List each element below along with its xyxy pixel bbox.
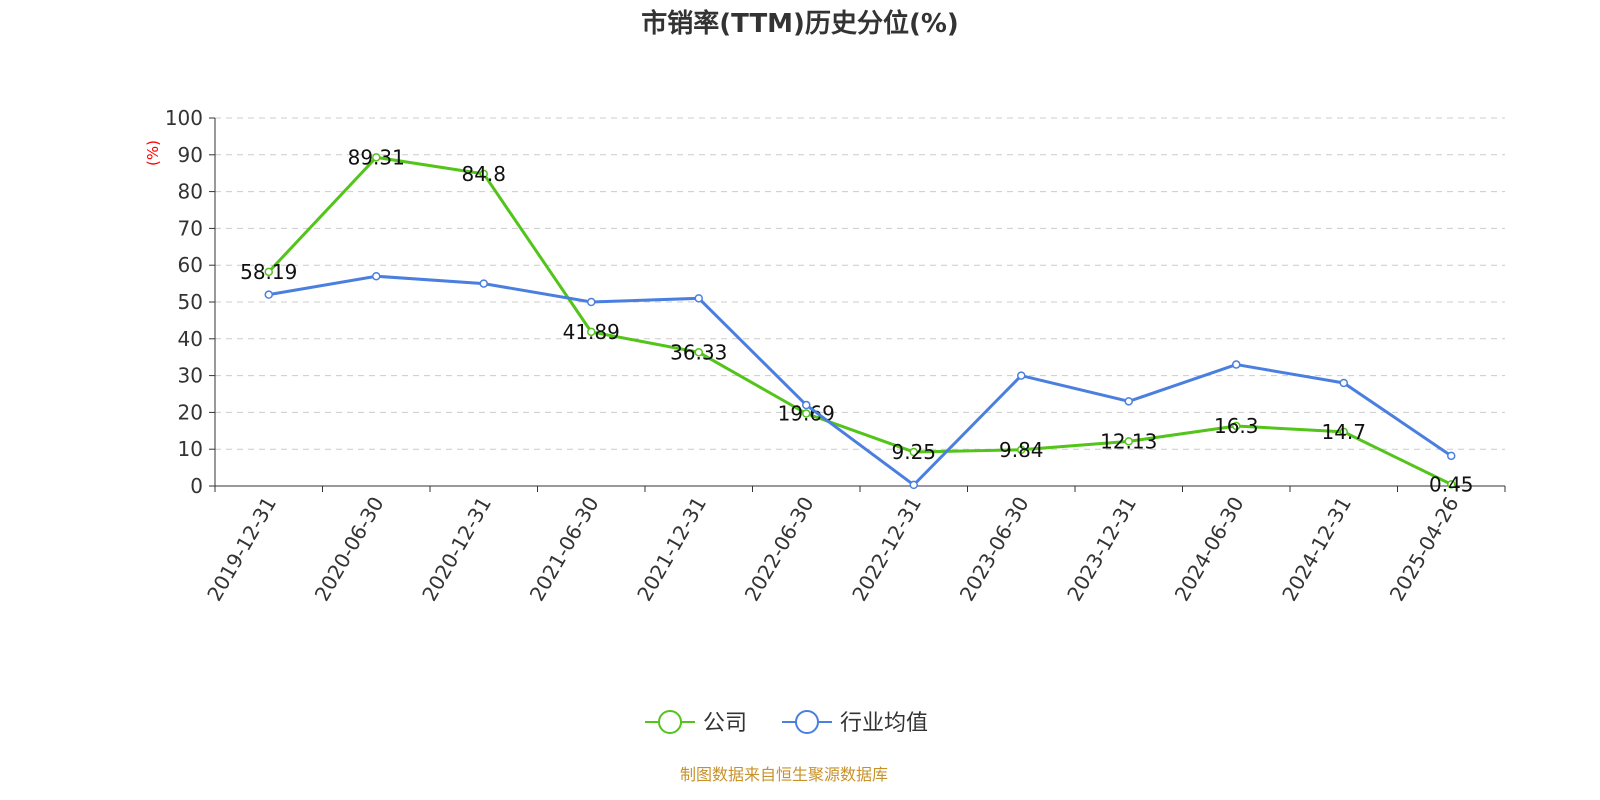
- data-point[interactable]: [587, 297, 596, 307]
- y-tick-label: 100: [165, 106, 203, 130]
- chart-title: 市销率(TTM)历史分位(%): [641, 8, 959, 39]
- data-label: 89.31: [348, 145, 405, 169]
- data-point[interactable]: [909, 480, 918, 490]
- data-point[interactable]: [1339, 378, 1348, 388]
- y-tick-label: 80: [178, 180, 203, 204]
- y-tick-label: 60: [178, 253, 203, 277]
- data-point[interactable]: [1232, 360, 1241, 369]
- y-tick-label: 10: [178, 437, 203, 461]
- data-label: 9.84: [999, 438, 1044, 462]
- data-point[interactable]: [264, 267, 273, 277]
- data-point[interactable]: [802, 409, 811, 418]
- legend-circle-icon: [658, 710, 682, 734]
- data-point[interactable]: [909, 447, 918, 457]
- legend-item-1[interactable]: 行业均值: [782, 710, 928, 736]
- data-point[interactable]: [802, 400, 811, 410]
- data-point[interactable]: [372, 271, 381, 281]
- legend-label: 行业均值: [840, 711, 928, 736]
- legend-label: 公司: [703, 711, 747, 736]
- data-label: 36.33: [670, 340, 727, 364]
- data-point[interactable]: [264, 290, 273, 299]
- series-1: [264, 271, 1456, 490]
- x-tick-label: 2023-12-31: [1062, 493, 1141, 606]
- data-point[interactable]: [479, 279, 488, 288]
- y-tick-label: 90: [178, 143, 203, 167]
- data-label: 9.25: [891, 440, 936, 464]
- data-point[interactable]: [694, 348, 703, 357]
- x-tick-label: 2020-12-31: [417, 493, 496, 606]
- data-point[interactable]: [1232, 421, 1241, 431]
- data-label: 0.45: [1429, 472, 1474, 496]
- data-point[interactable]: [1124, 437, 1133, 446]
- data-label: 41.89: [563, 320, 620, 344]
- series-line: [267, 155, 1452, 486]
- x-tick-label: 2022-12-31: [847, 493, 926, 606]
- data-point[interactable]: [694, 294, 703, 303]
- data-point[interactable]: [479, 169, 488, 179]
- data-point[interactable]: [1017, 371, 1026, 380]
- data-point[interactable]: [372, 153, 381, 162]
- data-label: 16.3: [1214, 414, 1259, 438]
- y-tick-label: 30: [178, 364, 203, 388]
- x-tick-label: 2024-12-31: [1277, 493, 1356, 606]
- y-tick-label: 20: [178, 400, 203, 424]
- x-tick-label: 2022-06-30: [740, 493, 819, 606]
- data-point[interactable]: [1124, 397, 1133, 406]
- y-tick-label: 40: [178, 327, 203, 351]
- x-tick-label: 2024-06-30: [1170, 493, 1249, 606]
- data-point[interactable]: [1339, 427, 1348, 437]
- y-tick-label: 0: [190, 474, 203, 498]
- data-label: 84.8: [461, 162, 506, 186]
- data-point[interactable]: [1447, 480, 1456, 489]
- data-point[interactable]: [1447, 451, 1456, 461]
- x-tick-label: 2025-04-26: [1385, 493, 1464, 606]
- data-point[interactable]: [587, 327, 596, 337]
- data-label: 14.7: [1321, 420, 1366, 444]
- x-tick-label: 2023-06-30: [955, 493, 1034, 606]
- y-tick-label: 50: [178, 290, 203, 314]
- legend-circle-icon: [795, 710, 819, 734]
- x-tick-label: 2019-12-31: [202, 493, 281, 606]
- source-note: 制图数据来自恒生聚源数据库: [680, 765, 888, 784]
- x-tick-label: 2020-06-30: [310, 493, 389, 606]
- y-tick-label: 70: [178, 216, 203, 240]
- legend-item-0[interactable]: 公司: [645, 710, 747, 736]
- x-tick-label: 2021-06-30: [525, 493, 604, 606]
- y-axis-label: (%): [144, 140, 162, 166]
- data-point[interactable]: [1017, 445, 1026, 455]
- x-tick-label: 2021-12-31: [632, 493, 711, 606]
- data-label: 12.13: [1100, 429, 1157, 453]
- data-label: 58.19: [240, 260, 297, 284]
- series-line: [268, 274, 1453, 487]
